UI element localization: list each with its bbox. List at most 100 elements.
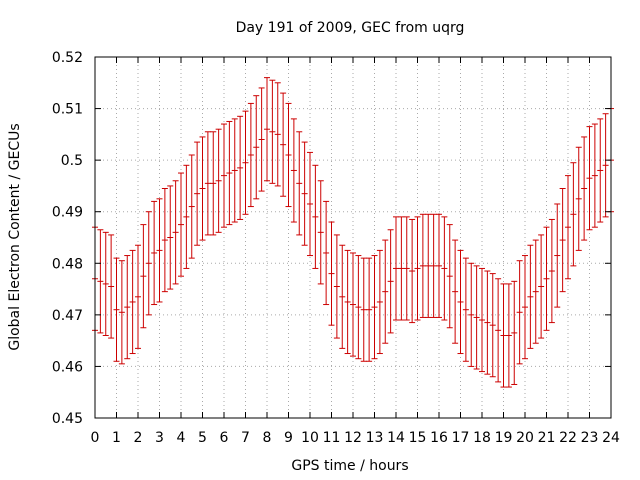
data-point [269, 79, 276, 184]
data-point [360, 257, 367, 362]
data-point [522, 255, 528, 360]
data-point [387, 229, 394, 334]
x-tick-label: 1 [112, 430, 121, 446]
data-point [505, 283, 512, 388]
data-point [226, 120, 233, 226]
data-point [495, 278, 502, 383]
x-tick-label: 16 [430, 430, 448, 446]
data-point [532, 239, 539, 344]
x-tick-label: 3 [155, 430, 164, 446]
x-tick-label: 12 [344, 430, 362, 446]
data-point [140, 224, 147, 329]
x-tick-label: 8 [263, 430, 272, 446]
data-point [108, 234, 115, 339]
x-tick-label: 22 [559, 430, 577, 446]
data-point [172, 180, 179, 285]
data-point [167, 185, 174, 290]
data-point [333, 234, 340, 339]
x-tick-label: 19 [495, 430, 513, 446]
data-point [199, 136, 206, 241]
x-tick-label: 7 [241, 430, 250, 446]
x-tick-label: 4 [177, 430, 186, 446]
data-point [398, 216, 405, 321]
data-point [317, 180, 324, 285]
data-point [441, 216, 448, 321]
data-point [419, 213, 426, 318]
data-point [403, 216, 410, 321]
data-point [393, 216, 399, 321]
data-point [527, 244, 534, 349]
y-tick-label: 0.45 [52, 411, 83, 427]
data-point [452, 239, 459, 344]
data-point [382, 239, 389, 344]
y-axis-label: Global Electron Content / GECUs [7, 123, 23, 350]
data-point [161, 188, 168, 293]
data-point [559, 188, 566, 293]
data-point [436, 213, 442, 318]
data-point [425, 213, 432, 318]
data-point [484, 270, 491, 375]
data-point [479, 267, 485, 373]
y-tick-label: 0.46 [52, 359, 83, 375]
data-point [118, 260, 125, 365]
data-point [183, 164, 190, 269]
data-point [204, 131, 211, 236]
x-tick-label: 2 [134, 430, 143, 446]
data-point [312, 164, 319, 269]
data-point [355, 255, 362, 360]
x-tick-label: 13 [366, 430, 384, 446]
data-point [135, 244, 141, 349]
y-tick-label: 0.49 [52, 205, 83, 221]
data-point [280, 92, 287, 197]
y-tick-label: 0.5 [61, 153, 83, 169]
data-point [113, 257, 120, 362]
data-point [178, 172, 184, 277]
data-point [237, 115, 244, 220]
data-point [221, 123, 227, 228]
data-point [376, 249, 383, 355]
data-point [543, 226, 550, 331]
data-point [468, 262, 475, 367]
x-tick-label: 14 [387, 430, 405, 446]
data-point [307, 151, 313, 257]
x-tick-label: 18 [473, 430, 491, 446]
x-tick-label: 0 [91, 430, 100, 446]
tick-labels: 0 1 2 3 4 5 6 7 8 9 10 11 12 13 14 15 16 17 18 19 20 21 22 23 24… [52, 50, 620, 446]
data-point [290, 118, 297, 223]
data-point [511, 280, 518, 385]
data-point [242, 110, 249, 215]
data-point [301, 141, 308, 246]
data-point [129, 249, 136, 355]
data-point [565, 175, 571, 280]
data-point [602, 113, 609, 218]
data-point [489, 273, 496, 378]
data-point [366, 257, 373, 362]
data-point [145, 211, 152, 316]
data-point [586, 126, 593, 231]
data-point [462, 257, 469, 362]
data-point [124, 255, 131, 360]
data-point [597, 118, 604, 223]
data-point [548, 218, 555, 324]
data-point [500, 283, 507, 388]
x-tick-label: 10 [301, 430, 319, 446]
data-point [371, 255, 378, 360]
data-point [285, 102, 292, 208]
x-tick-label: 24 [602, 430, 620, 446]
y-tick-label: 0.47 [52, 308, 83, 324]
x-tick-label: 17 [452, 430, 470, 446]
y-tick-label: 0.48 [52, 256, 83, 272]
data-point [581, 136, 588, 241]
chart-title: Day 191 of 2009, GEC from uqrg [236, 20, 465, 36]
data-point [591, 123, 598, 228]
data-point [210, 131, 217, 236]
data-point [570, 162, 577, 267]
data-point [538, 234, 545, 339]
data-point [296, 131, 303, 236]
data-point [457, 249, 464, 355]
x-tick-label: 20 [516, 430, 534, 446]
x-tick-label: 15 [409, 430, 427, 446]
data-point [264, 77, 270, 182]
data-point [344, 249, 351, 355]
